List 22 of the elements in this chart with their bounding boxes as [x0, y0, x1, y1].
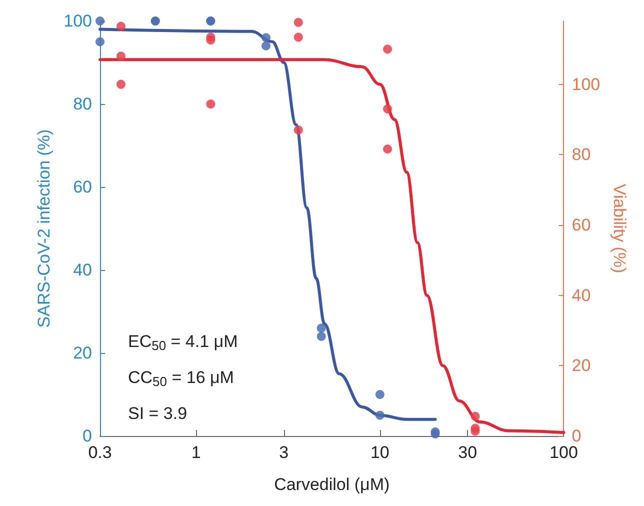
annotation: SI = 3.9 [128, 404, 188, 423]
y2-tick-label: 40 [572, 286, 591, 305]
x-tick-label: 100 [550, 443, 578, 462]
x-axis-title: Carvedilol (μM) [274, 475, 390, 494]
y-tick-label: 40 [73, 260, 92, 280]
y-tick-label: 80 [73, 94, 92, 114]
y-tick-label: 0 [82, 426, 92, 446]
y2-tick-label: 100 [572, 74, 600, 94]
x-tick-label: 3 [279, 443, 289, 462]
y-tick-label: 100 [64, 12, 92, 30]
y-tick-label: 20 [73, 344, 92, 362]
y-axis-title: SARS-CoV-2 infection (%) [34, 129, 54, 328]
x-tick-label: 30 [458, 443, 478, 462]
x-tick-label: 0.3 [88, 443, 112, 462]
y2-tick-label: 80 [572, 145, 591, 164]
x-tick-label: 1 [191, 443, 201, 462]
y2-tick-label: 20 [572, 356, 591, 376]
x-tick-label: 10 [370, 443, 390, 462]
y-tick-label: 60 [73, 178, 92, 196]
y2-tick-label: 60 [572, 215, 591, 234]
y2-tick-label: 0 [572, 426, 582, 446]
y2-axis-title: Viability (%) [610, 184, 629, 274]
